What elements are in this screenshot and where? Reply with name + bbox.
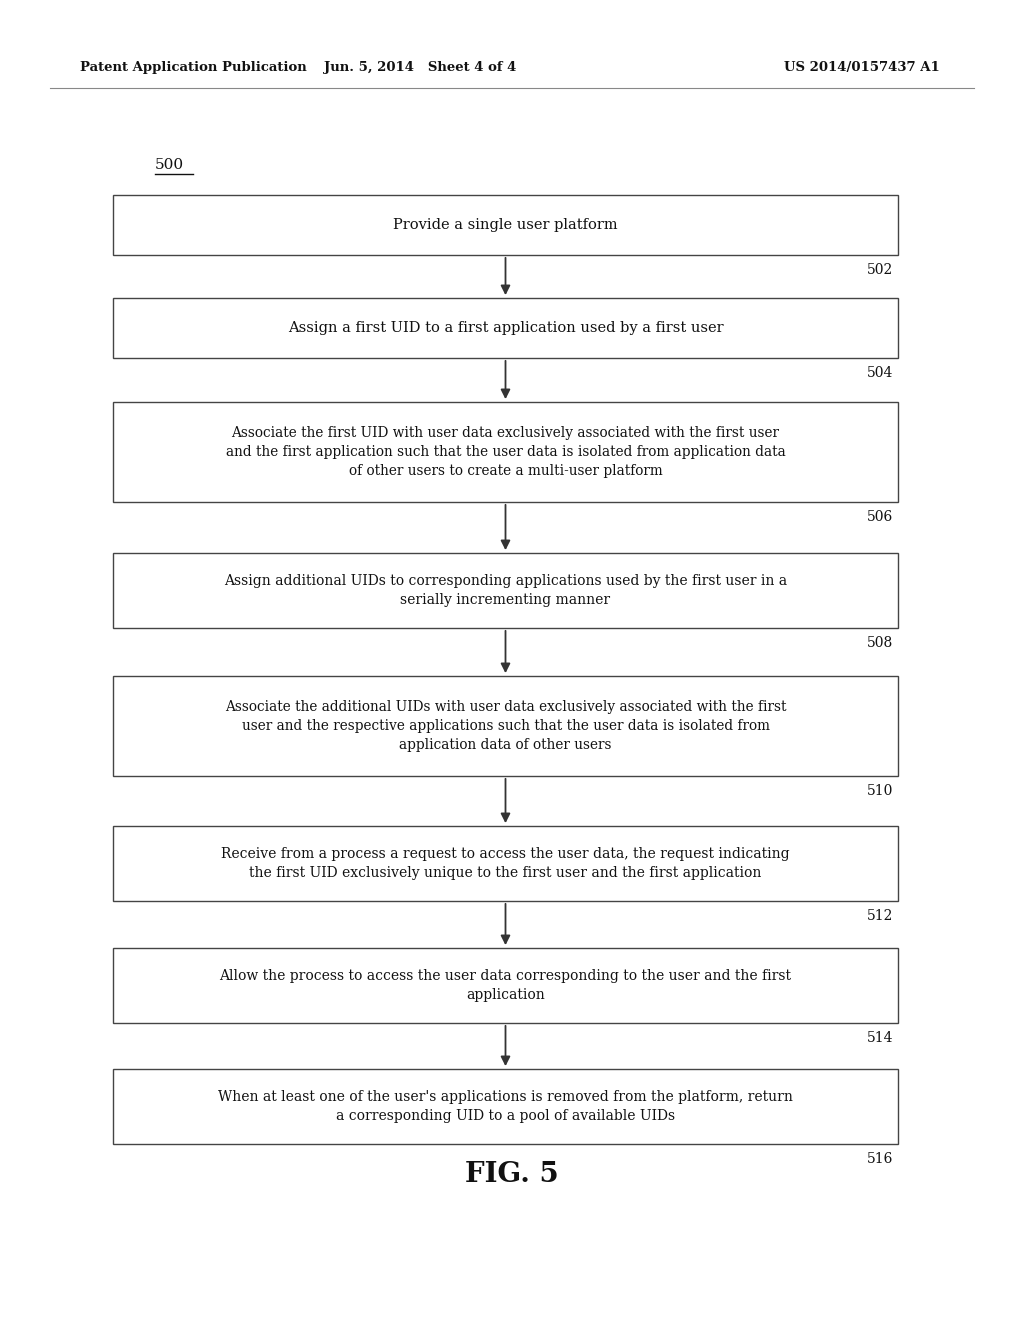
Text: 506: 506 — [866, 510, 893, 524]
Text: Assign a first UID to a first application used by a first user: Assign a first UID to a first applicatio… — [288, 321, 723, 335]
Bar — [113, 676, 898, 776]
Text: 500: 500 — [155, 158, 184, 172]
Text: Provide a single user platform: Provide a single user platform — [393, 218, 617, 232]
Text: Receive from a process a request to access the user data, the request indicating: Receive from a process a request to acce… — [221, 846, 790, 880]
Text: 502: 502 — [866, 263, 893, 277]
Bar — [113, 195, 898, 255]
Text: Associate the additional UIDs with user data exclusively associated with the fir: Associate the additional UIDs with user … — [224, 700, 786, 752]
Text: 508: 508 — [866, 636, 893, 649]
Bar — [113, 403, 898, 502]
Text: Jun. 5, 2014   Sheet 4 of 4: Jun. 5, 2014 Sheet 4 of 4 — [324, 62, 516, 74]
Text: FIG. 5: FIG. 5 — [465, 1162, 559, 1188]
Bar — [113, 553, 898, 628]
Bar — [113, 948, 898, 1023]
Text: Associate the first UID with user data exclusively associated with the first use: Associate the first UID with user data e… — [225, 425, 785, 479]
Text: When at least one of the user's applications is removed from the platform, retur: When at least one of the user's applicat… — [218, 1090, 793, 1123]
Text: Allow the process to access the user data corresponding to the user and the firs: Allow the process to access the user dat… — [219, 969, 792, 1002]
Text: 516: 516 — [866, 1152, 893, 1166]
Text: US 2014/0157437 A1: US 2014/0157437 A1 — [784, 62, 940, 74]
Bar — [113, 1069, 898, 1144]
Text: Assign additional UIDs to corresponding applications used by the first user in a: Assign additional UIDs to corresponding … — [224, 574, 787, 607]
Text: 512: 512 — [866, 909, 893, 923]
Text: 504: 504 — [866, 366, 893, 380]
Bar — [113, 826, 898, 902]
Text: Patent Application Publication: Patent Application Publication — [80, 62, 307, 74]
Text: 514: 514 — [866, 1031, 893, 1045]
Text: 510: 510 — [866, 784, 893, 799]
Bar — [113, 298, 898, 358]
